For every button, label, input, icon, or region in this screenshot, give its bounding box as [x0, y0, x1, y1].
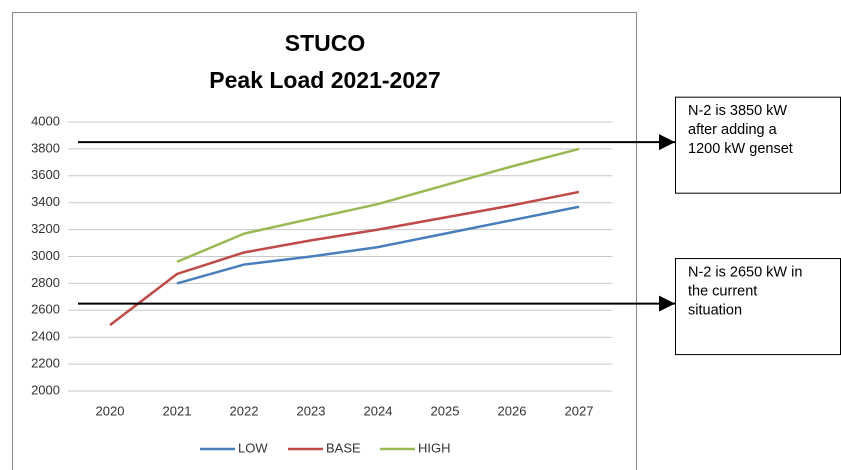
note-box [675, 96, 841, 194]
x-tick-label: 2022 [230, 403, 259, 418]
y-tick-label: 3800 [31, 140, 60, 155]
y-tick-label: 2600 [31, 302, 60, 317]
x-tick-label: 2021 [163, 403, 192, 418]
chart-title: STUCO [285, 30, 366, 56]
note-text: after adding a [688, 122, 778, 138]
y-tick-label: 3000 [31, 248, 60, 263]
x-tick-label: 2020 [96, 403, 125, 418]
note-text: N-2 is 2650 kW in [688, 265, 802, 281]
series-line [109, 190, 580, 327]
y-tick-label: 2200 [31, 356, 60, 371]
x-tick-label: 2026 [498, 403, 527, 418]
x-tick-label: 2027 [565, 403, 594, 418]
note-text: 1200 kW genset [688, 141, 793, 157]
x-tick-label: 2024 [364, 403, 393, 418]
series-line [176, 147, 580, 264]
x-tick-label: 2025 [431, 403, 460, 418]
chart-subtitle: Peak Load 2021-2027 [209, 67, 440, 93]
y-tick-label: 3400 [31, 194, 60, 209]
y-tick-label: 2000 [31, 382, 60, 397]
legend-label: BASE [326, 440, 361, 455]
y-tick-label: 2400 [31, 329, 60, 344]
note-text: N-2 is 3850 kW [688, 103, 787, 119]
y-tick-label: 4000 [31, 113, 60, 128]
legend-label: HIGH [418, 440, 451, 455]
series-line [176, 205, 580, 285]
note-text: situation [688, 303, 742, 319]
note-box [675, 258, 841, 356]
y-tick-label: 3200 [31, 221, 60, 236]
note-text: the current [688, 284, 757, 300]
y-tick-label: 3600 [31, 167, 60, 182]
y-tick-label: 2800 [31, 275, 60, 290]
chart-frame [12, 12, 637, 470]
legend-label: LOW [238, 440, 268, 455]
x-tick-label: 2023 [297, 403, 326, 418]
